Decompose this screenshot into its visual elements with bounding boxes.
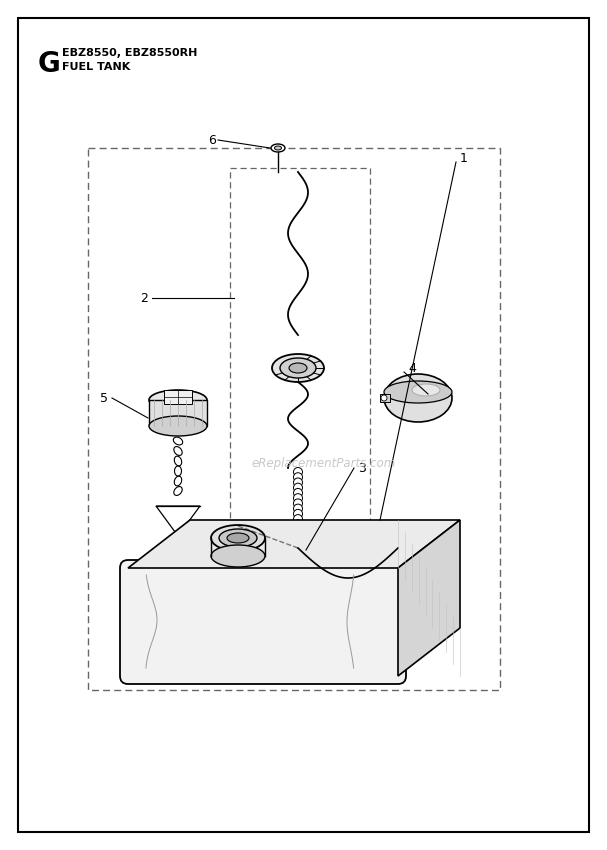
- Text: 4: 4: [408, 361, 416, 375]
- Bar: [149, 400, 207, 426]
- Ellipse shape: [211, 525, 265, 551]
- Circle shape: [294, 530, 302, 539]
- Text: EBZ8550, EBZ8550RH: EBZ8550, EBZ8550RH: [62, 48, 197, 58]
- Bar: [380, 394, 390, 402]
- Ellipse shape: [149, 390, 207, 410]
- Circle shape: [294, 509, 302, 518]
- Circle shape: [294, 473, 302, 482]
- Ellipse shape: [289, 363, 307, 373]
- Ellipse shape: [219, 529, 257, 547]
- Text: FUEL TANK: FUEL TANK: [62, 62, 131, 72]
- Text: 1: 1: [460, 151, 468, 165]
- Circle shape: [294, 468, 302, 477]
- Circle shape: [294, 525, 302, 534]
- Circle shape: [294, 536, 302, 545]
- Bar: [284, 542, 312, 554]
- Ellipse shape: [211, 545, 265, 567]
- Ellipse shape: [412, 384, 440, 396]
- Bar: [88, 148, 500, 690]
- Text: 5: 5: [100, 392, 108, 405]
- Circle shape: [294, 514, 302, 524]
- Ellipse shape: [271, 144, 285, 152]
- Text: 6: 6: [208, 133, 216, 146]
- Circle shape: [294, 478, 302, 487]
- Polygon shape: [398, 520, 460, 676]
- Ellipse shape: [384, 374, 452, 422]
- Circle shape: [294, 544, 302, 552]
- Circle shape: [294, 483, 302, 492]
- Circle shape: [294, 499, 302, 508]
- Ellipse shape: [149, 416, 207, 436]
- Ellipse shape: [280, 358, 316, 378]
- Text: eReplacementParts.com: eReplacementParts.com: [251, 456, 396, 470]
- Circle shape: [294, 520, 302, 529]
- Bar: [164, 390, 192, 404]
- Text: 2: 2: [140, 292, 148, 304]
- FancyBboxPatch shape: [120, 560, 406, 684]
- Ellipse shape: [272, 354, 324, 382]
- Text: G: G: [38, 50, 61, 78]
- Text: 3: 3: [358, 462, 366, 474]
- Circle shape: [294, 504, 302, 513]
- Ellipse shape: [227, 533, 249, 543]
- Ellipse shape: [384, 381, 452, 403]
- Bar: [230, 168, 370, 558]
- Circle shape: [294, 489, 302, 497]
- Circle shape: [294, 494, 302, 502]
- Ellipse shape: [274, 146, 282, 150]
- Polygon shape: [128, 520, 460, 568]
- Circle shape: [381, 395, 387, 401]
